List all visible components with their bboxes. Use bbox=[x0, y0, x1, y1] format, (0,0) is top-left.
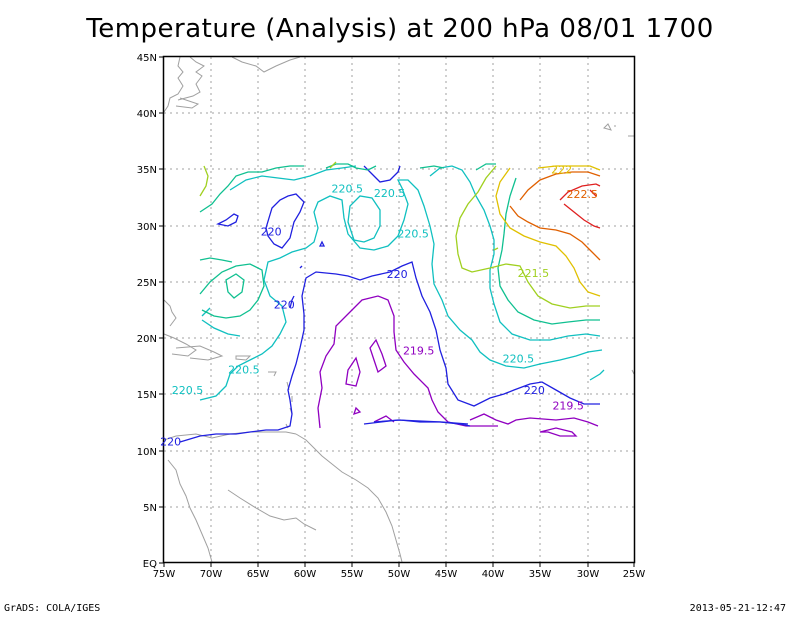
contour-label: 220 bbox=[274, 298, 295, 311]
lat-label: 10N bbox=[137, 447, 157, 458]
axis-ticks bbox=[159, 56, 635, 567]
map-title: Temperature (Analysis) at 200 hPa 08/01 … bbox=[86, 14, 714, 44]
lon-label: 75W bbox=[153, 569, 176, 580]
contour-221-5 bbox=[455, 165, 600, 309]
contour-label: 220 bbox=[160, 436, 181, 449]
lat-label: 30N bbox=[137, 222, 157, 233]
contour-label: 219.5 bbox=[552, 400, 584, 413]
lat-label: 15N bbox=[137, 390, 157, 401]
lon-labels: 75W 70W 65W 60W 55W 50W 45W 40W 35W 30W … bbox=[153, 569, 646, 580]
lon-label: 65W bbox=[247, 569, 270, 580]
contour-223 bbox=[559, 183, 601, 201]
gridlines bbox=[164, 57, 634, 562]
contour-label: 220.5 bbox=[397, 228, 429, 241]
contour-label: 220 bbox=[524, 384, 545, 397]
lat-label: 40N bbox=[137, 109, 157, 120]
lon-label: 70W bbox=[200, 569, 223, 580]
contour-220-5 bbox=[199, 179, 603, 401]
contour-label: 221.5 bbox=[518, 267, 550, 280]
contour-label: 220 bbox=[261, 225, 282, 238]
footer-timestamp: 2013-05-21-12:47 bbox=[689, 603, 786, 614]
contour-label: 222 bbox=[551, 163, 572, 176]
contour-label: 220.5 bbox=[332, 183, 364, 196]
lat-label: 20N bbox=[137, 334, 157, 345]
contours bbox=[179, 161, 605, 443]
contour-label: 219.5 bbox=[403, 345, 435, 358]
contour-label: 220.5 bbox=[172, 384, 204, 397]
contour-label: 220 bbox=[387, 268, 408, 281]
lat-label: 25N bbox=[137, 278, 157, 289]
contour-222 bbox=[495, 167, 601, 297]
lat-label: EQ bbox=[143, 559, 157, 570]
lat-label: 5N bbox=[143, 503, 157, 514]
contour-label: 220.5 bbox=[228, 364, 260, 377]
lon-label: 25W bbox=[623, 569, 646, 580]
contour-219-5 bbox=[317, 295, 498, 429]
footer-credit: GrADS: COLA/IGES bbox=[4, 603, 101, 614]
lon-label: 40W bbox=[482, 569, 505, 580]
lat-label: 45N bbox=[137, 53, 157, 64]
contour-labels: 220.5 220.5 220.5 220.5 220.5 220.5 220 220 220 2… bbox=[160, 163, 598, 448]
lon-label: 60W bbox=[294, 569, 317, 580]
lat-label: 35N bbox=[137, 165, 157, 176]
plot-frame bbox=[162, 55, 636, 564]
contour-222-5 bbox=[519, 171, 601, 201]
contour-220 bbox=[179, 261, 600, 443]
contour-label: 220.5 bbox=[503, 352, 535, 365]
lon-label: 55W bbox=[341, 569, 364, 580]
contour-label: 220.5 bbox=[374, 187, 406, 200]
contour-label: 222.5 bbox=[567, 188, 599, 201]
lon-label: 35W bbox=[529, 569, 552, 580]
lon-label: 30W bbox=[577, 569, 600, 580]
contour-221 bbox=[199, 263, 265, 319]
lon-label: 45W bbox=[435, 569, 458, 580]
lat-labels: 45N 40N 35N 30N 25N 20N 15N 10N 5N EQ bbox=[137, 53, 157, 570]
lon-label: 50W bbox=[388, 569, 411, 580]
